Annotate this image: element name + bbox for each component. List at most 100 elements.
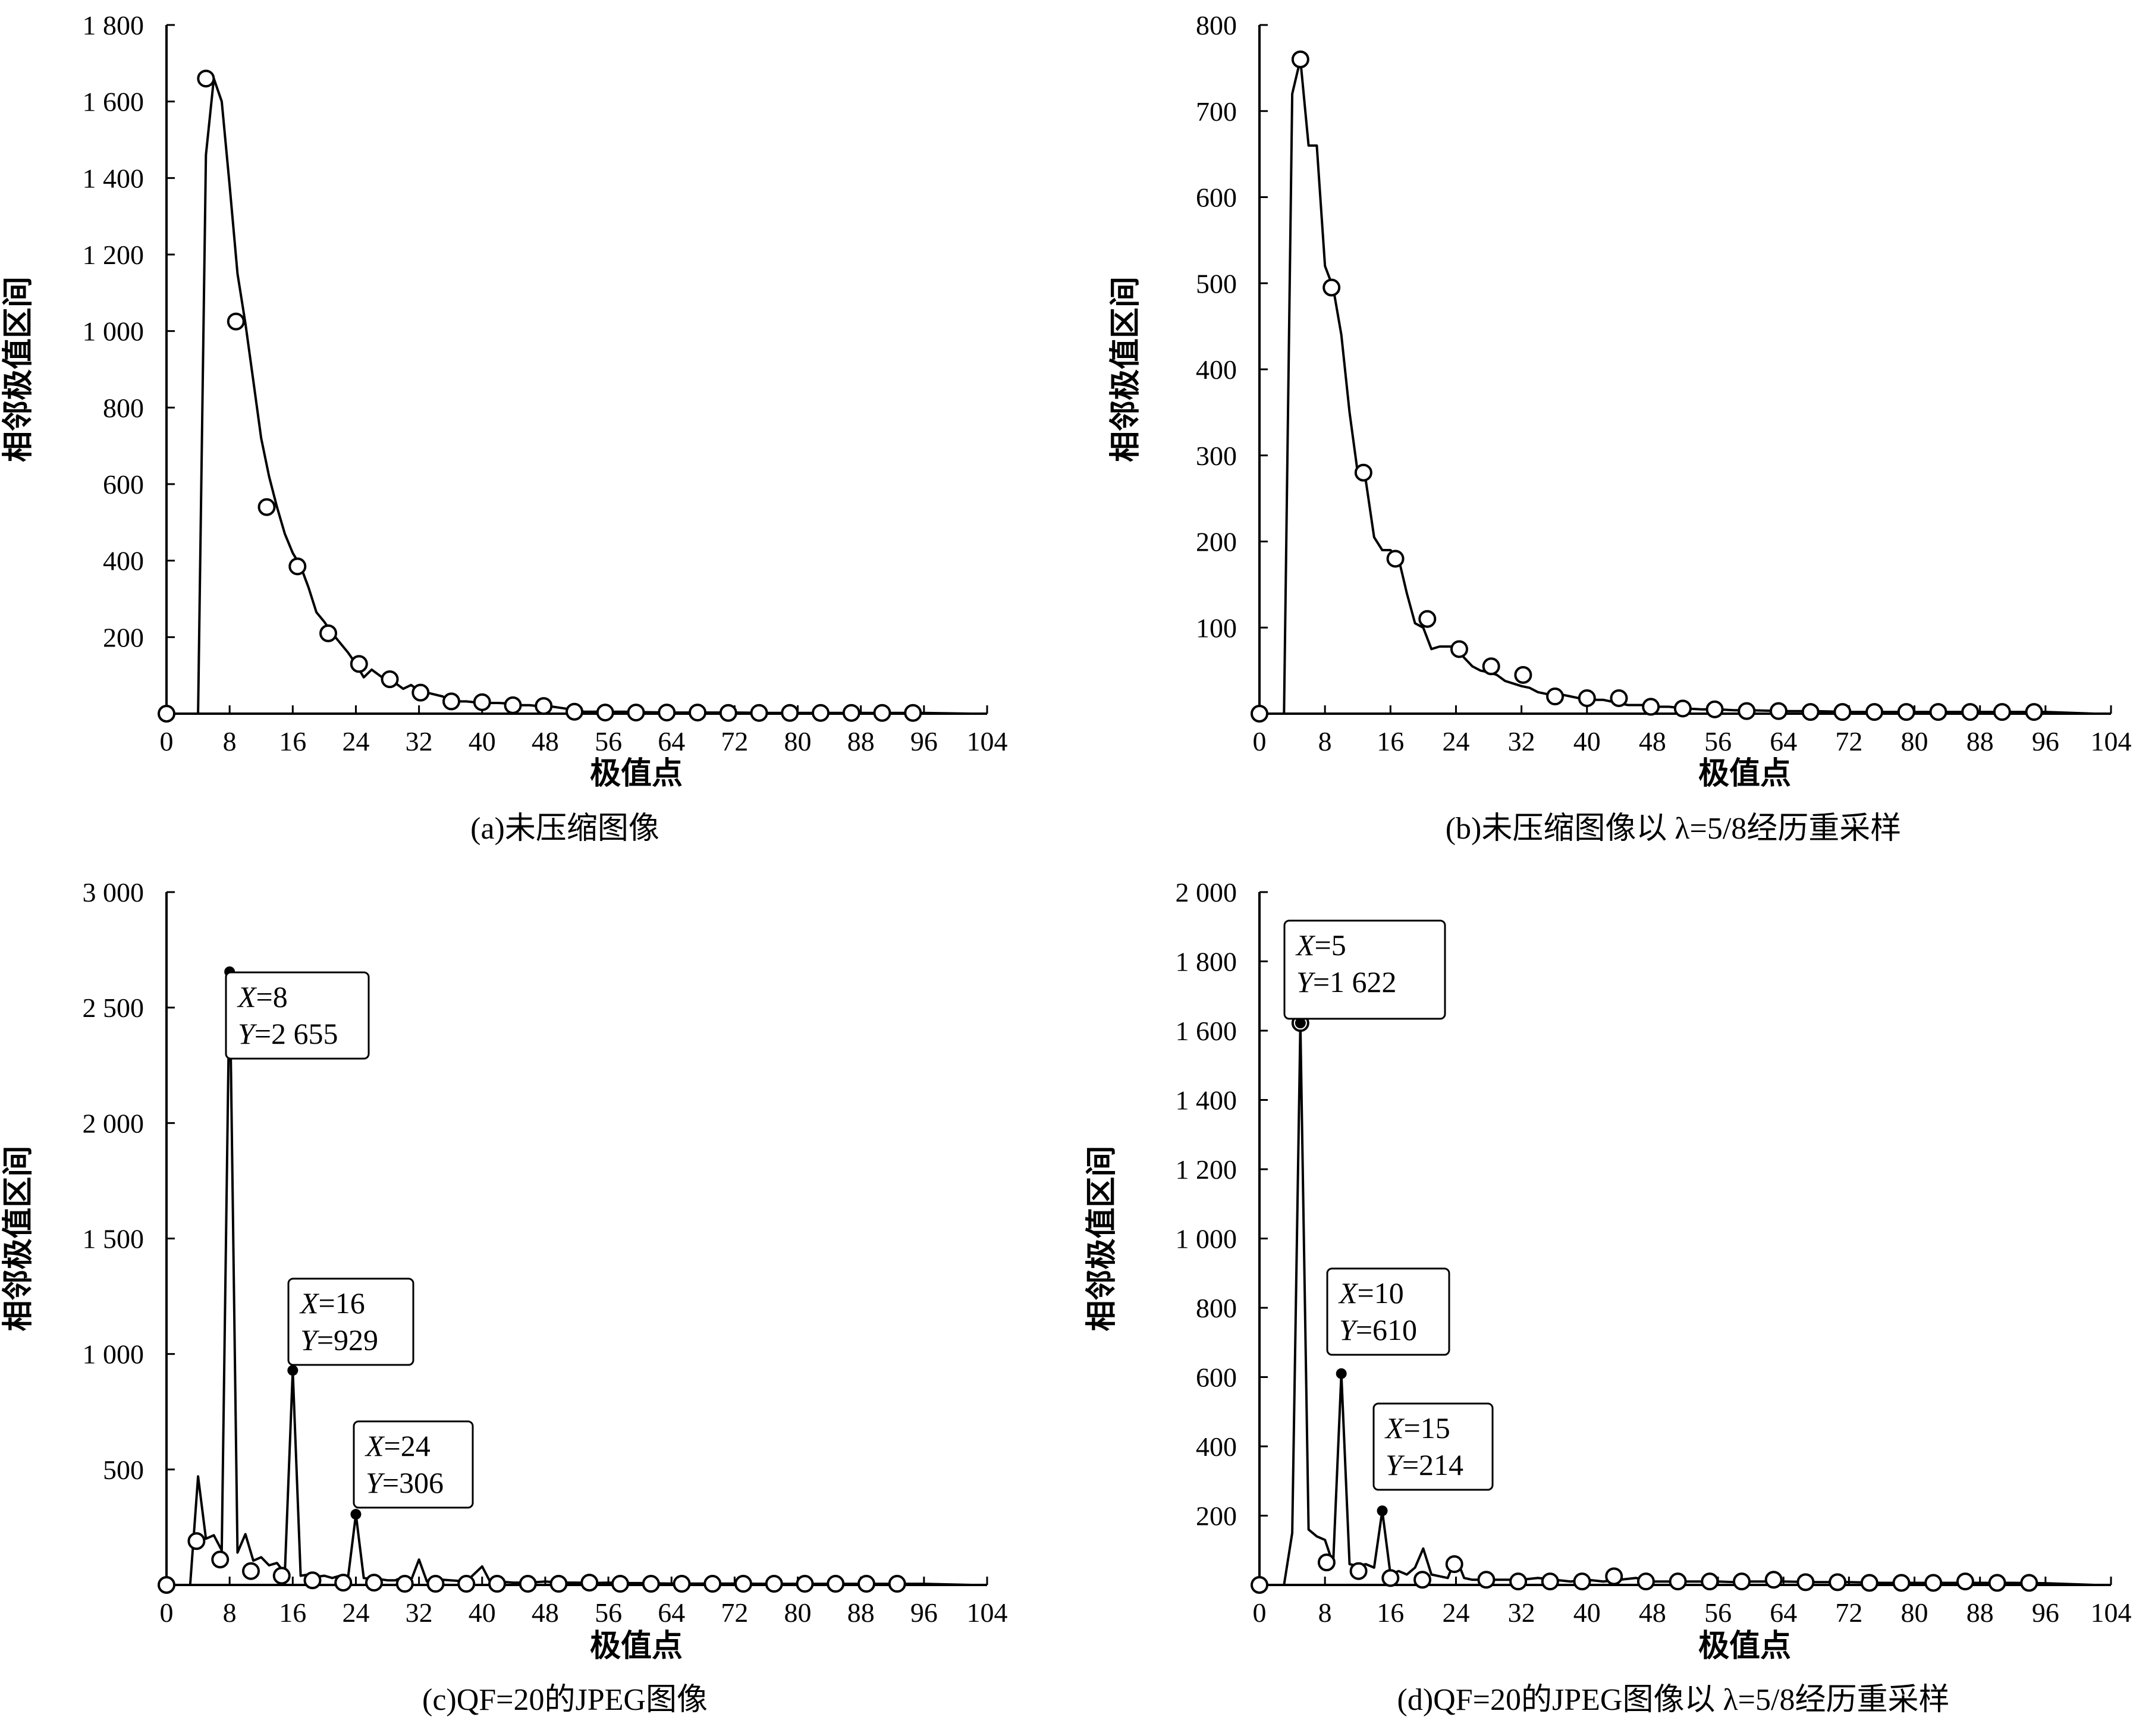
x-tick-label: 8 [223,726,237,756]
x-tick-label: 32 [406,1597,433,1628]
data-marker [796,1575,814,1593]
data-marker [1673,699,1692,718]
data-marker [257,498,276,516]
data-marker [1636,1572,1655,1591]
data-marker [1450,640,1468,658]
x-tick-label: 96 [910,726,938,756]
x-tick-label: 104 [2091,1597,2132,1628]
annotation-text: X=15 [1384,1411,1450,1445]
data-marker [703,1575,722,1593]
annotation-text: Y=306 [366,1466,444,1499]
x-tick-label: 56 [1704,1597,1732,1628]
x-tick-label: 40 [1573,726,1601,756]
data-marker [1477,1571,1496,1589]
data-marker [426,1575,445,1593]
x-tick-label: 72 [721,1597,748,1628]
data-marker [1610,689,1628,707]
peak-point [1295,1018,1306,1029]
data-marker [812,704,830,722]
annotation-text: Y=2 655 [238,1017,338,1050]
chart-panel-0: 0 8 16 24 32 40 48 56 64 72 80 88 96 104 200 400 600 800 1… [1,10,1008,846]
y-tick-label: 1 200 [1176,1154,1237,1185]
data-marker [549,1575,568,1593]
data-marker [288,557,307,576]
x-tick-label: 96 [2032,726,2059,756]
annotation-value: =214 [1402,1448,1463,1481]
x-tick-label: 80 [1901,1597,1928,1628]
data-marker [689,704,707,722]
y-tick-label: 1 000 [1176,1224,1237,1254]
annotation-variable: X [237,980,257,1013]
annotation-box [287,1277,414,1366]
figure-caption: (c)QF=20的JPEG图像 [422,1683,708,1717]
x-axis-title: 极值点 [590,1629,683,1663]
x-tick-label: 0 [1253,726,1267,756]
x-tick-label: 104 [2091,726,2132,756]
peak-point [350,1509,362,1520]
data-marker [1541,1572,1559,1591]
x-tick-label: 40 [469,726,496,756]
data-marker [1801,703,1820,721]
data-marker [187,1532,206,1550]
y-tick-label: 500 [103,1455,144,1485]
x-tick-label: 24 [342,1597,369,1628]
data-marker [504,696,522,714]
y-axis-title: 相邻极值区间 [1085,1145,1119,1331]
data-marker [765,1575,783,1593]
data-marker [888,1575,906,1593]
y-tick-label: 700 [1196,96,1237,127]
annotation-variable: Y [300,1323,320,1357]
data-marker [1733,1572,1751,1591]
data-marker [734,1575,752,1593]
y-tick-label: 500 [1196,268,1237,299]
annotation-variable: Y [1339,1313,1359,1346]
x-tick-label: 56 [595,1597,622,1628]
y-tick-label: 200 [1196,1501,1237,1531]
annotation-text: X=10 [1338,1276,1404,1310]
y-tick-label: 800 [1196,10,1237,40]
x-tick-label: 0 [1253,1597,1267,1628]
annotation-variable: Y [1386,1448,1405,1481]
x-tick-label: 8 [223,1597,237,1628]
data-marker [1251,705,1268,723]
y-tick-label: 2 500 [83,993,144,1023]
data-marker [303,1571,322,1590]
data-marker [1701,1572,1719,1591]
x-tick-label: 48 [1639,726,1666,756]
y-tick-label: 1 600 [83,87,144,117]
figure-caption: (d)QF=20的JPEG图像以 λ=5/8经历重采样 [1397,1683,1950,1717]
data-marker [642,1575,660,1593]
data-marker [1445,1555,1463,1574]
annotation-text: X=8 [237,980,288,1013]
annotation-value: =929 [317,1323,378,1357]
x-tick-label: 48 [532,1597,559,1628]
y-tick-label: 2 000 [83,1108,144,1138]
annotation-variable: X [299,1286,320,1320]
data-marker [395,1575,414,1593]
data-marker [1573,1572,1591,1591]
x-axis-title: 极值点 [590,756,683,791]
annotation-text: X=5 [1295,928,1346,962]
y-tick-label: 3 000 [83,877,144,908]
x-tick-label: 72 [1835,726,1862,756]
y-tick-label: 800 [103,393,144,423]
data-marker [827,1575,845,1593]
data-marker [1642,698,1660,716]
peak-point [287,1365,299,1376]
data-marker [319,624,338,642]
data-marker [519,1575,537,1593]
x-tick-label: 72 [721,726,748,756]
data-marker [1929,703,1947,721]
data-marker [211,1550,230,1569]
annotation-value: =16 [319,1286,365,1320]
data-marker [596,704,614,722]
x-tick-label: 32 [1508,726,1535,756]
y-tick-label: 100 [1196,613,1237,643]
data-marker [1796,1573,1815,1591]
annotation-variable: X [1295,928,1316,962]
data-marker [457,1575,476,1593]
x-tick-label: 64 [658,1597,685,1628]
data-marker [1829,1573,1847,1591]
x-tick-label: 64 [1770,726,1797,756]
x-tick-label: 40 [1573,1597,1601,1628]
